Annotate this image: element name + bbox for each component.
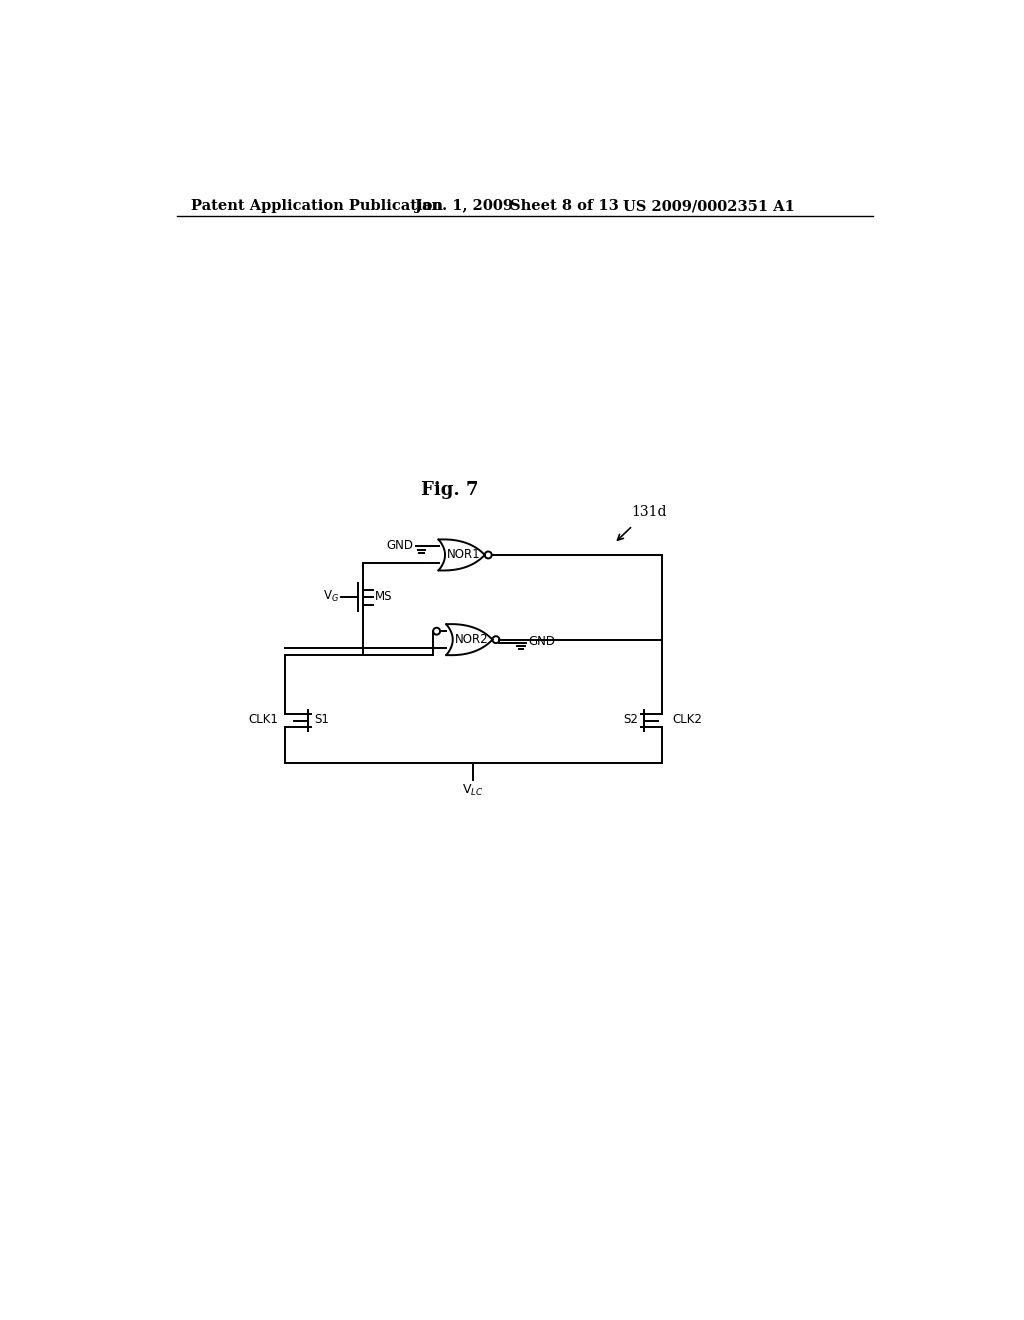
Text: GND: GND xyxy=(528,635,556,648)
Text: Patent Application Publication: Patent Application Publication xyxy=(190,199,442,213)
Text: S2: S2 xyxy=(624,713,638,726)
Text: V$_{LC}$: V$_{LC}$ xyxy=(463,783,484,799)
Text: Sheet 8 of 13: Sheet 8 of 13 xyxy=(510,199,618,213)
Text: NOR2: NOR2 xyxy=(455,634,488,647)
Text: CLK1: CLK1 xyxy=(249,713,279,726)
Text: NOR1: NOR1 xyxy=(447,548,481,561)
Text: US 2009/0002351 A1: US 2009/0002351 A1 xyxy=(624,199,796,213)
Text: GND: GND xyxy=(386,539,413,552)
Text: CLK2: CLK2 xyxy=(673,713,702,726)
Text: Jan. 1, 2009: Jan. 1, 2009 xyxy=(416,199,513,213)
Text: V$_G$: V$_G$ xyxy=(324,589,339,605)
Text: Fig. 7: Fig. 7 xyxy=(421,480,479,499)
Text: MS: MS xyxy=(375,590,392,603)
Text: S1: S1 xyxy=(313,713,329,726)
Text: 131d: 131d xyxy=(631,504,667,519)
